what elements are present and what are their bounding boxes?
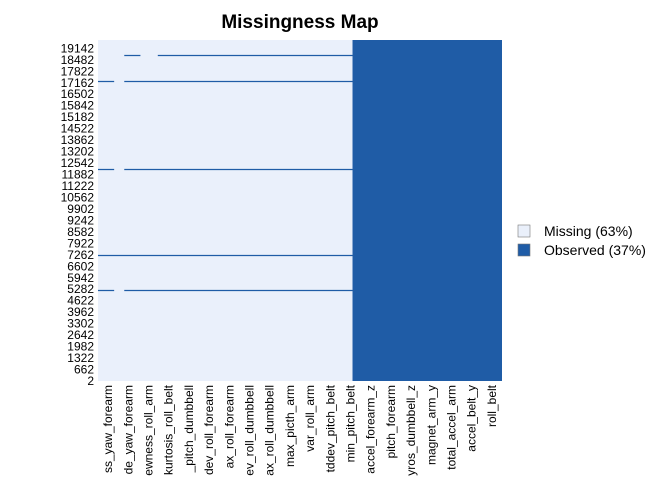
- x-tick-label: dev_roll_forearm: [202, 385, 216, 475]
- x-tick-label: min_pitch_belt: [344, 384, 358, 462]
- x-tick-label: kurtosis_roll_belt: [162, 384, 176, 475]
- y-tick-label: 17162: [61, 76, 95, 90]
- y-tick-label: 662: [74, 363, 94, 377]
- y-tick-label: 7262: [67, 248, 94, 262]
- x-tick-label: ewness_roll_arm: [142, 385, 156, 476]
- missing-region: [98, 40, 353, 381]
- legend: Missing (63%) Observed (37%): [517, 223, 646, 258]
- y-tick-label: 18482: [61, 53, 95, 67]
- x-tick-label: ss_yaw_forearm: [101, 385, 115, 473]
- x-tick-label: ev_roll_dumbbell: [243, 385, 257, 476]
- x-tick-label: pitch_forearm: [384, 385, 398, 458]
- y-tick-label: 16502: [61, 87, 95, 101]
- y-tick-label: 5282: [67, 282, 94, 296]
- y-tick-label: 8582: [67, 225, 94, 239]
- y-tick-label: 17822: [61, 64, 95, 78]
- y-tick-label: 19142: [61, 41, 95, 55]
- y-tick-label: 6602: [67, 259, 94, 273]
- legend-swatch-observed: [517, 243, 531, 257]
- y-tick-label: 1982: [67, 340, 94, 354]
- y-tick-label: 1322: [67, 351, 94, 365]
- y-tick-label: 15842: [61, 99, 95, 113]
- y-tick-label: 15182: [61, 110, 95, 124]
- x-tick-label: total_accel_arm: [445, 385, 459, 470]
- x-tick-label: var_roll_arm: [303, 385, 317, 452]
- y-tick-label: 3962: [67, 305, 94, 319]
- x-tick-label: tddev_pitch_belt: [323, 384, 337, 472]
- y-tick-label: 9242: [67, 213, 94, 227]
- y-tick-label: 13862: [61, 133, 95, 147]
- y-axis-ticks: 2662132219822642330239624622528259426602…: [61, 41, 95, 388]
- x-tick-label: accel_belt_y: [465, 385, 479, 452]
- x-axis-ticks: ss_yaw_forearm de_yaw_forearm ewness_roll_…: [101, 384, 499, 475]
- y-tick-label: 5942: [67, 271, 94, 285]
- y-tick-label: 4622: [67, 294, 94, 308]
- y-tick-label: 12542: [61, 156, 95, 170]
- y-tick-label: 2642: [67, 328, 94, 342]
- y-tick-label: 7922: [67, 236, 94, 250]
- x-tick-label: magnet_arm_y: [424, 385, 438, 465]
- x-tick-label: de_yaw_forearm: [121, 385, 135, 474]
- chart-title: Missingness Map: [221, 12, 378, 33]
- y-tick-label: 13202: [61, 145, 95, 159]
- x-tick-label: _pitch_dumbbell: [182, 385, 196, 473]
- observed-region: [352, 40, 502, 381]
- legend-label-missing: Missing (63%): [544, 223, 633, 239]
- legend-swatch-missing: [517, 224, 531, 238]
- y-tick-label: 11882: [62, 168, 95, 182]
- y-tick-label: 11222: [62, 179, 95, 193]
- y-tick-label: 10562: [61, 190, 95, 204]
- x-tick-label: roll_belt: [485, 384, 499, 427]
- y-tick-label: 14522: [61, 122, 95, 136]
- x-tick-label: yros_dumbbell_z: [404, 385, 418, 476]
- x-tick-label: max_picth_arm: [283, 385, 297, 467]
- x-tick-label: ax_roll_dumbbell: [263, 385, 277, 476]
- y-tick-label: 2: [87, 374, 94, 388]
- x-tick-label: accel_forearm_z: [364, 385, 378, 474]
- y-tick-label: 3302: [67, 317, 94, 331]
- heatmap-plot-area: [98, 40, 502, 381]
- x-tick-label: ax_roll_forearm: [222, 385, 236, 468]
- legend-label-observed: Observed (37%): [544, 242, 646, 258]
- y-tick-label: 9902: [67, 202, 94, 216]
